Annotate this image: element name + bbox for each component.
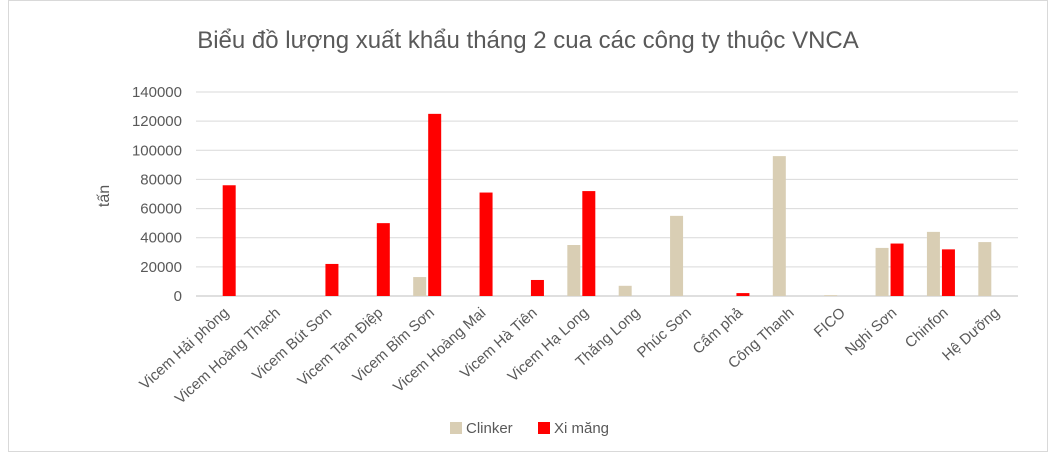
clinker-bar [670, 215, 684, 296]
legend-swatch [538, 422, 550, 434]
xi-mang-bar [530, 279, 544, 296]
x-category-label: Vicem Hoàng Mai [390, 304, 489, 396]
chart-title: Biểu đồ lượng xuất khẩu tháng 2 cua các … [197, 27, 859, 54]
y-tick-label: 20000 [140, 259, 182, 276]
xi-mang-bar [376, 223, 390, 296]
xi-mang-bar [582, 191, 596, 296]
xi-mang-bar [890, 243, 904, 296]
clinker-bar [567, 245, 581, 296]
bars [222, 113, 992, 296]
x-category-label: Hệ Dưỡng [939, 304, 1003, 364]
x-category-label: Nghi Sơn [842, 304, 900, 359]
legend-swatch [450, 422, 462, 434]
clinker-bar [824, 295, 838, 296]
x-category-label: Vicem Hải phòng [136, 304, 232, 393]
clinker-bar [926, 231, 940, 296]
legend-label: Xi măng [554, 420, 609, 437]
chart-frame [8, 0, 1048, 452]
clinker-bar [618, 285, 632, 296]
clinker-bar [875, 247, 889, 296]
x-category-label: Chinfon [902, 304, 952, 351]
x-category-label: FICO [811, 304, 849, 341]
y-tick-label: 80000 [140, 171, 182, 188]
y-axis-ticks: 0 20000 40000 60000 80000 100000 120000 140000 [132, 84, 182, 305]
xi-mang-bar [325, 263, 339, 296]
clinker-bar [772, 156, 786, 296]
y-tick-label: 60000 [140, 201, 182, 218]
y-tick-label: 0 [174, 288, 182, 305]
y-tick-label: 120000 [132, 113, 182, 130]
xi-mang-bar [479, 192, 493, 296]
xi-mang-bar [941, 249, 955, 296]
x-category-label: Phúc Sơn [634, 304, 695, 361]
xi-mang-bar [222, 185, 236, 296]
clinker-bar [978, 242, 992, 296]
xi-mang-bar [428, 113, 442, 296]
y-tick-label: 100000 [132, 142, 182, 159]
legend-label: Clinker [466, 420, 513, 437]
xi-mang-bar [736, 293, 750, 296]
y-axis-label: tấn [96, 185, 113, 207]
legend: Clinker Xi măng [450, 420, 609, 437]
y-tick-label: 40000 [140, 230, 182, 247]
y-tick-label: 140000 [132, 84, 182, 101]
clinker-bar [413, 277, 427, 296]
